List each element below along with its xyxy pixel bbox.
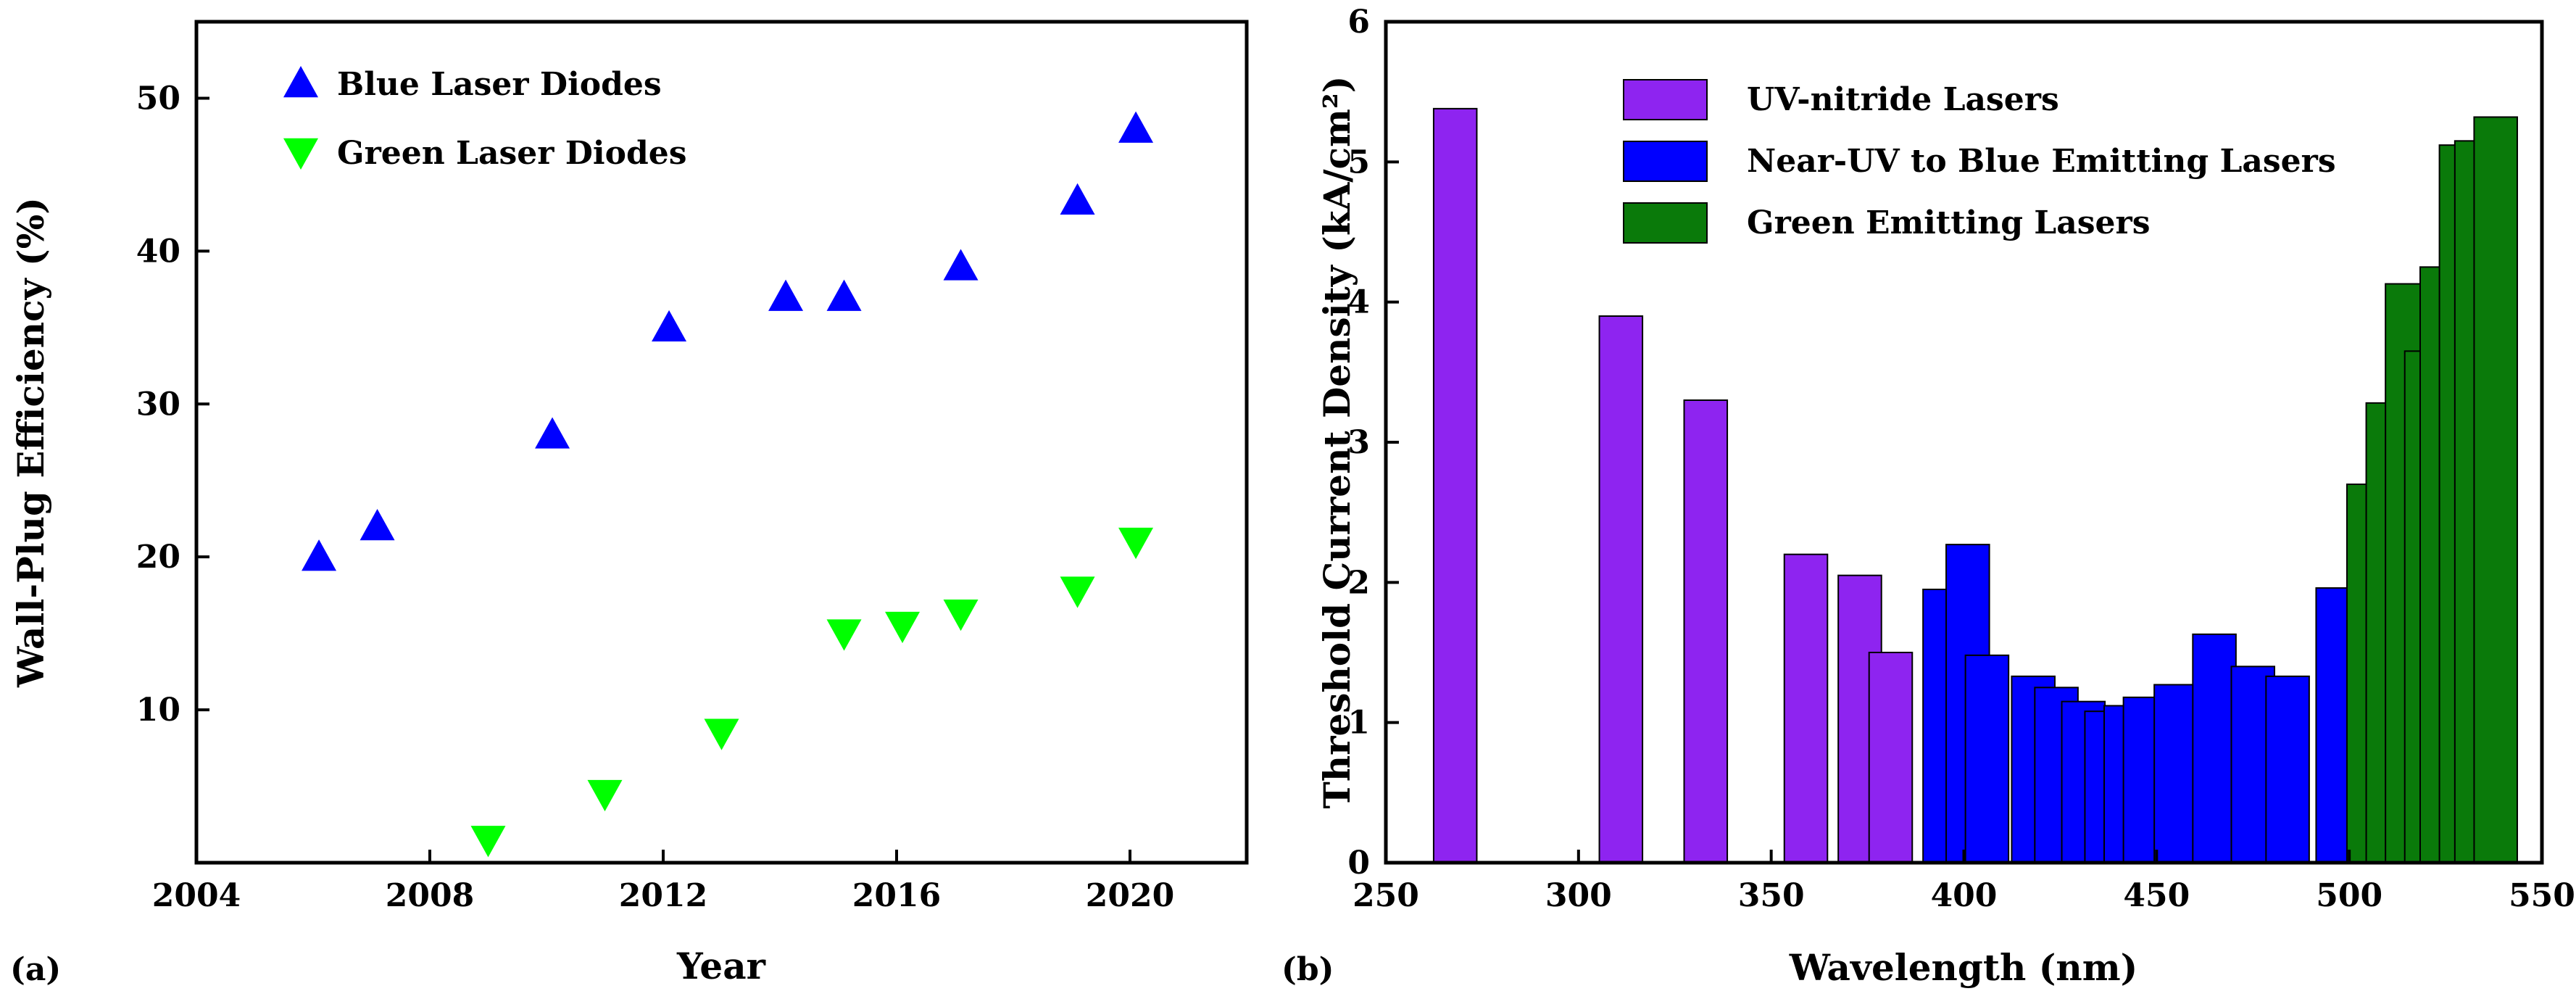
panel-b-y-tick-label: 0 (1347, 845, 1370, 882)
panel-a-y-tick-label: 50 (136, 80, 180, 117)
panel-a-legend: Blue Laser Diodes Green Laser Diodes (283, 66, 687, 172)
panel-b-x-tick-label: 300 (1545, 877, 1612, 914)
panel-b-bar-0-2 (1683, 399, 1729, 863)
panel-a-point-1-0 (470, 826, 506, 858)
panel-b-legend-swatch-0 (1623, 79, 1708, 120)
panel-a-point-0-1 (360, 509, 395, 541)
panel-b-y-tick-label: 3 (1347, 424, 1370, 461)
panel-a-label: (a) (10, 951, 61, 988)
panel-a-point-1-6 (1060, 576, 1095, 608)
panel-b-x-axis-title: Wavelength (nm) (1789, 946, 2138, 989)
panel-a-point-0-4 (768, 279, 804, 311)
panel-a-x-tick-label: 2012 (619, 877, 707, 914)
panel-a-y-tick-label: 20 (136, 539, 180, 576)
panel-b-y-tick-label: 1 (1347, 705, 1370, 742)
panel-a-x-tick-label: 2020 (1086, 877, 1174, 914)
panel-b-y-tick-label: 6 (1347, 4, 1370, 41)
panel-b-y-tick-label: 2 (1347, 564, 1370, 601)
panel-a-data-marks (302, 111, 1154, 858)
panel-a-y-tick-label: 10 (136, 692, 180, 729)
panel-b-bar-2-7 (2473, 116, 2518, 863)
panel-b-bar-0-5 (1868, 652, 1914, 863)
panel-a-y-axis-title: Wall-Plug Efficiency (%) (9, 197, 52, 688)
panel-b-y-axis-title: Threshold Current Density (kA/cm²) (1316, 76, 1358, 809)
panel-a-x-tick-label: 2004 (152, 877, 241, 914)
panel-b-bar-0-0 (1432, 107, 1478, 863)
panel-b-bar-1-2 (1964, 654, 2010, 863)
panel-b-x-tick-label: 350 (1738, 877, 1805, 914)
panel-a-point-0-7 (1060, 183, 1095, 215)
panel-b-bar-1-10 (2192, 633, 2237, 863)
panel-a-x-tick-label: 2016 (852, 877, 941, 914)
panel-b-y-tick-label: 4 (1347, 284, 1370, 321)
panel-a-point-0-0 (302, 539, 337, 571)
panel-b-legend-label-2: Green Emitting Lasers (1747, 204, 2150, 241)
panel-a-point-1-7 (1118, 527, 1154, 560)
panel-b-y-tick-label: 5 (1347, 144, 1370, 181)
panel-a-legend-marker-0 (283, 66, 318, 98)
panel-a-point-0-2 (535, 417, 570, 449)
panel-a-legend-marker-1 (283, 138, 318, 170)
panel-a-point-1-2 (704, 718, 739, 750)
panel-b-x-tick-label: 500 (2316, 877, 2382, 914)
panel-b-legend: UV-nitride Lasers Near-UV to Blue Emittin… (1623, 79, 2336, 244)
panel-b-x-tick-label: 550 (2509, 877, 2575, 914)
panel-a-legend-label-1: Green Laser Diodes (337, 135, 687, 172)
panel-a-point-0-3 (652, 310, 687, 342)
panel-b-data-marks (1432, 107, 2518, 864)
panel-b-bar-chart: 250 300 350 400 450 500 550 0 1 2 3 4 5 6 UV-nitride … (1281, 4, 2575, 989)
panel-a-point-0-8 (1118, 111, 1154, 143)
panel-b-x-tick-label: 400 (1931, 877, 1998, 914)
panel-b-bar-0-3 (1783, 553, 1829, 864)
panel-b-bar-0-1 (1598, 315, 1644, 863)
panel-a-scatter-chart: 2004 2008 2012 2016 2020 10 20 30 40 50 Blue Lase… (9, 20, 1249, 988)
panel-b-bar-1-12 (2265, 675, 2310, 863)
panel-a-point-1-5 (943, 600, 979, 631)
panel-b-x-tick-label: 450 (2123, 877, 2190, 914)
panel-a-point-0-6 (943, 249, 979, 281)
panel-b-ticks: 250 300 350 400 450 500 550 0 1 2 3 4 5 6 (1347, 4, 2575, 914)
panel-a-ticks: 2004 2008 2012 2016 2020 10 20 30 40 50 (136, 80, 1174, 914)
panel-a-x-tick-label: 2008 (386, 877, 474, 914)
panel-a-point-1-3 (826, 619, 862, 651)
panel-b-label: (b) (1281, 951, 1334, 988)
panel-b-legend-swatch-1 (1623, 141, 1708, 182)
panel-a-legend-label-0: Blue Laser Diodes (337, 66, 662, 103)
panel-a-point-1-1 (587, 779, 623, 812)
panel-a-y-tick-label: 40 (136, 233, 180, 270)
panel-b-legend-swatch-2 (1623, 202, 1708, 244)
panel-a-y-tick-label: 30 (136, 386, 180, 423)
panel-b-legend-label-0: UV-nitride Lasers (1747, 81, 2059, 118)
panel-b-legend-label-1: Near-UV to Blue Emitting Lasers (1747, 143, 2336, 180)
panel-a-point-1-4 (885, 611, 921, 644)
panel-a-plot-frame (194, 20, 1249, 865)
panel-b-bar-1-9 (2153, 684, 2198, 864)
panel-b-x-tick-label: 250 (1353, 877, 1419, 914)
panel-a-point-0-5 (826, 279, 862, 311)
panel-a-x-axis-title: Year (676, 945, 766, 987)
